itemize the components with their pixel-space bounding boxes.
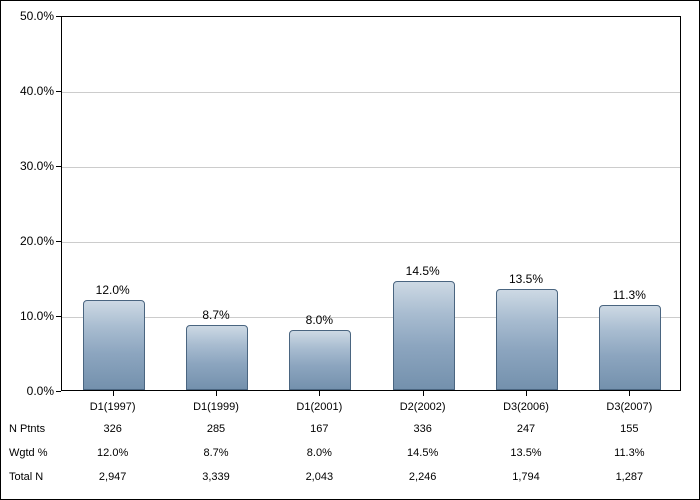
table-cell: 285 xyxy=(207,423,225,435)
bar-value-label: 13.5% xyxy=(509,272,543,286)
x-tick-mark xyxy=(629,391,630,396)
x-category-label: D1(2001) xyxy=(296,401,342,413)
table-cell: 11.3% xyxy=(614,447,644,459)
table-cell: 8.7% xyxy=(203,447,228,459)
bar-value-label: 8.7% xyxy=(202,308,229,322)
x-tick-mark xyxy=(319,391,320,396)
table-cell: 3,339 xyxy=(202,471,230,483)
y-tick-mark xyxy=(56,241,61,242)
y-tick-label: 0.0% xyxy=(4,384,54,398)
y-tick-label: 40.0% xyxy=(4,84,54,98)
x-category-label: D3(2007) xyxy=(606,401,652,413)
x-category-label: D2(2002) xyxy=(400,401,446,413)
x-tick-mark xyxy=(216,391,217,396)
bar xyxy=(599,305,661,390)
y-tick-mark xyxy=(56,316,61,317)
gridline xyxy=(62,242,680,243)
y-tick-label: 30.0% xyxy=(4,159,54,173)
table-row-label: N Ptnts xyxy=(9,423,45,435)
chart-container: 0.0% 10.0% 20.0% 30.0% 40.0% 50.0% 12.0% 8.7% 8… xyxy=(0,0,700,500)
table-cell: 12.0% xyxy=(97,447,128,459)
table-cell: 155 xyxy=(620,423,638,435)
table-cell: 13.5% xyxy=(510,447,541,459)
table-cell: 1,287 xyxy=(616,471,644,483)
gridline xyxy=(62,167,680,168)
table-cell: 2,947 xyxy=(99,471,127,483)
table-row-label: Wgtd % xyxy=(9,447,48,459)
y-tick-mark xyxy=(56,166,61,167)
table-cell: 247 xyxy=(517,423,535,435)
gridline xyxy=(62,317,680,318)
y-tick-mark xyxy=(56,391,61,392)
bar xyxy=(289,330,351,390)
bar xyxy=(496,289,558,390)
bar-value-label: 8.0% xyxy=(306,313,333,327)
bar xyxy=(186,325,248,390)
y-tick-label: 50.0% xyxy=(4,9,54,23)
table-row-label: Total N xyxy=(9,471,43,483)
bar-value-label: 14.5% xyxy=(406,264,440,278)
table-cell: 2,043 xyxy=(306,471,334,483)
plot-area xyxy=(61,16,681,391)
x-tick-mark xyxy=(423,391,424,396)
x-tick-mark xyxy=(526,391,527,396)
x-tick-mark xyxy=(113,391,114,396)
table-cell: 167 xyxy=(310,423,328,435)
bar xyxy=(393,281,455,390)
table-cell: 8.0% xyxy=(307,447,332,459)
x-category-label: D1(1999) xyxy=(193,401,239,413)
table-cell: 14.5% xyxy=(407,447,438,459)
table-cell: 336 xyxy=(413,423,431,435)
bar-value-label: 12.0% xyxy=(96,283,130,297)
bar-value-label: 11.3% xyxy=(613,288,646,302)
table-cell: 1,794 xyxy=(512,471,540,483)
table-cell: 326 xyxy=(103,423,121,435)
x-category-label: D1(1997) xyxy=(90,401,136,413)
gridline xyxy=(62,92,680,93)
y-tick-mark xyxy=(56,16,61,17)
y-tick-label: 20.0% xyxy=(4,234,54,248)
table-cell: 2,246 xyxy=(409,471,437,483)
y-tick-mark xyxy=(56,91,61,92)
y-tick-label: 10.0% xyxy=(4,309,54,323)
x-category-label: D3(2006) xyxy=(503,401,549,413)
bar xyxy=(83,300,145,390)
